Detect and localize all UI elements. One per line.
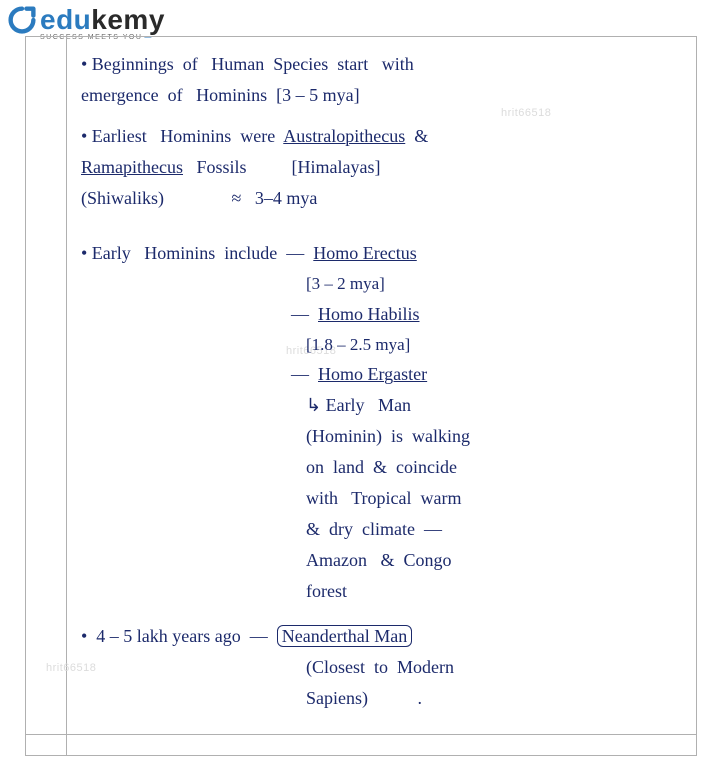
note-line: [3 – 2 mya] <box>81 271 681 297</box>
underlined-term: Homo Erectus <box>313 243 416 263</box>
text: • Early Hominins include — <box>81 243 313 263</box>
underlined-term: Homo Ergaster <box>318 364 427 384</box>
circled-term: Neanderthal Man <box>277 625 412 647</box>
bottom-rule <box>26 734 696 735</box>
logo-word-edu: edu <box>40 4 91 35</box>
notebook-sheet: hrit66518 hrit66518 hrit66518 • Beginnin… <box>25 36 697 756</box>
logo-word-kemy: kemy <box>91 4 165 35</box>
note-line: on land & coincide <box>81 454 681 481</box>
note-line: • 4 – 5 lakh years ago — Neanderthal Man <box>81 623 681 650</box>
note-line: — Homo Ergaster <box>81 361 681 388</box>
note-line: • Beginnings of Human Species start with <box>81 51 681 78</box>
note-line: forest <box>81 578 681 605</box>
note-line: Amazon & Congo <box>81 547 681 574</box>
underlined-term: Homo Habilis <box>318 304 420 324</box>
note-line: • Early Hominins include — Homo Erectus <box>81 240 681 267</box>
logo-icon <box>8 6 36 34</box>
note-line: & dry climate — <box>81 516 681 543</box>
note-line: emergence of Hominins [3 – 5 mya] <box>81 82 681 109</box>
note-line: ↳ Early Man <box>81 392 681 419</box>
text: • Earliest Hominins were <box>81 126 283 146</box>
text: & <box>405 126 428 146</box>
note-line: with Tropical warm <box>81 485 681 512</box>
note-line: Sapiens) . <box>81 685 681 712</box>
handwritten-notes: • Beginnings of Human Species start with… <box>81 51 681 716</box>
left-margin-rule <box>66 37 67 755</box>
note-line: [1.8 – 2.5 mya] <box>81 332 681 358</box>
text: • 4 – 5 lakh years ago — <box>81 626 277 646</box>
underlined-term: Ramapithecus <box>81 157 183 177</box>
note-line: (Closest to Modern <box>81 654 681 681</box>
note-line: (Shiwaliks) ≈ 3–4 mya <box>81 185 681 212</box>
note-line: (Hominin) is walking <box>81 423 681 450</box>
underlined-term: Australopithecus <box>283 126 405 146</box>
logo-wordmark: edukemy <box>40 4 165 36</box>
text: — <box>291 364 318 384</box>
note-line: Ramapithecus Fossils [Himalayas] <box>81 154 681 181</box>
text: Fossils [Himalayas] <box>183 157 381 177</box>
note-line: • Earliest Hominins were Australopithecu… <box>81 123 681 150</box>
text: — <box>291 304 318 324</box>
note-line: — Homo Habilis <box>81 301 681 328</box>
